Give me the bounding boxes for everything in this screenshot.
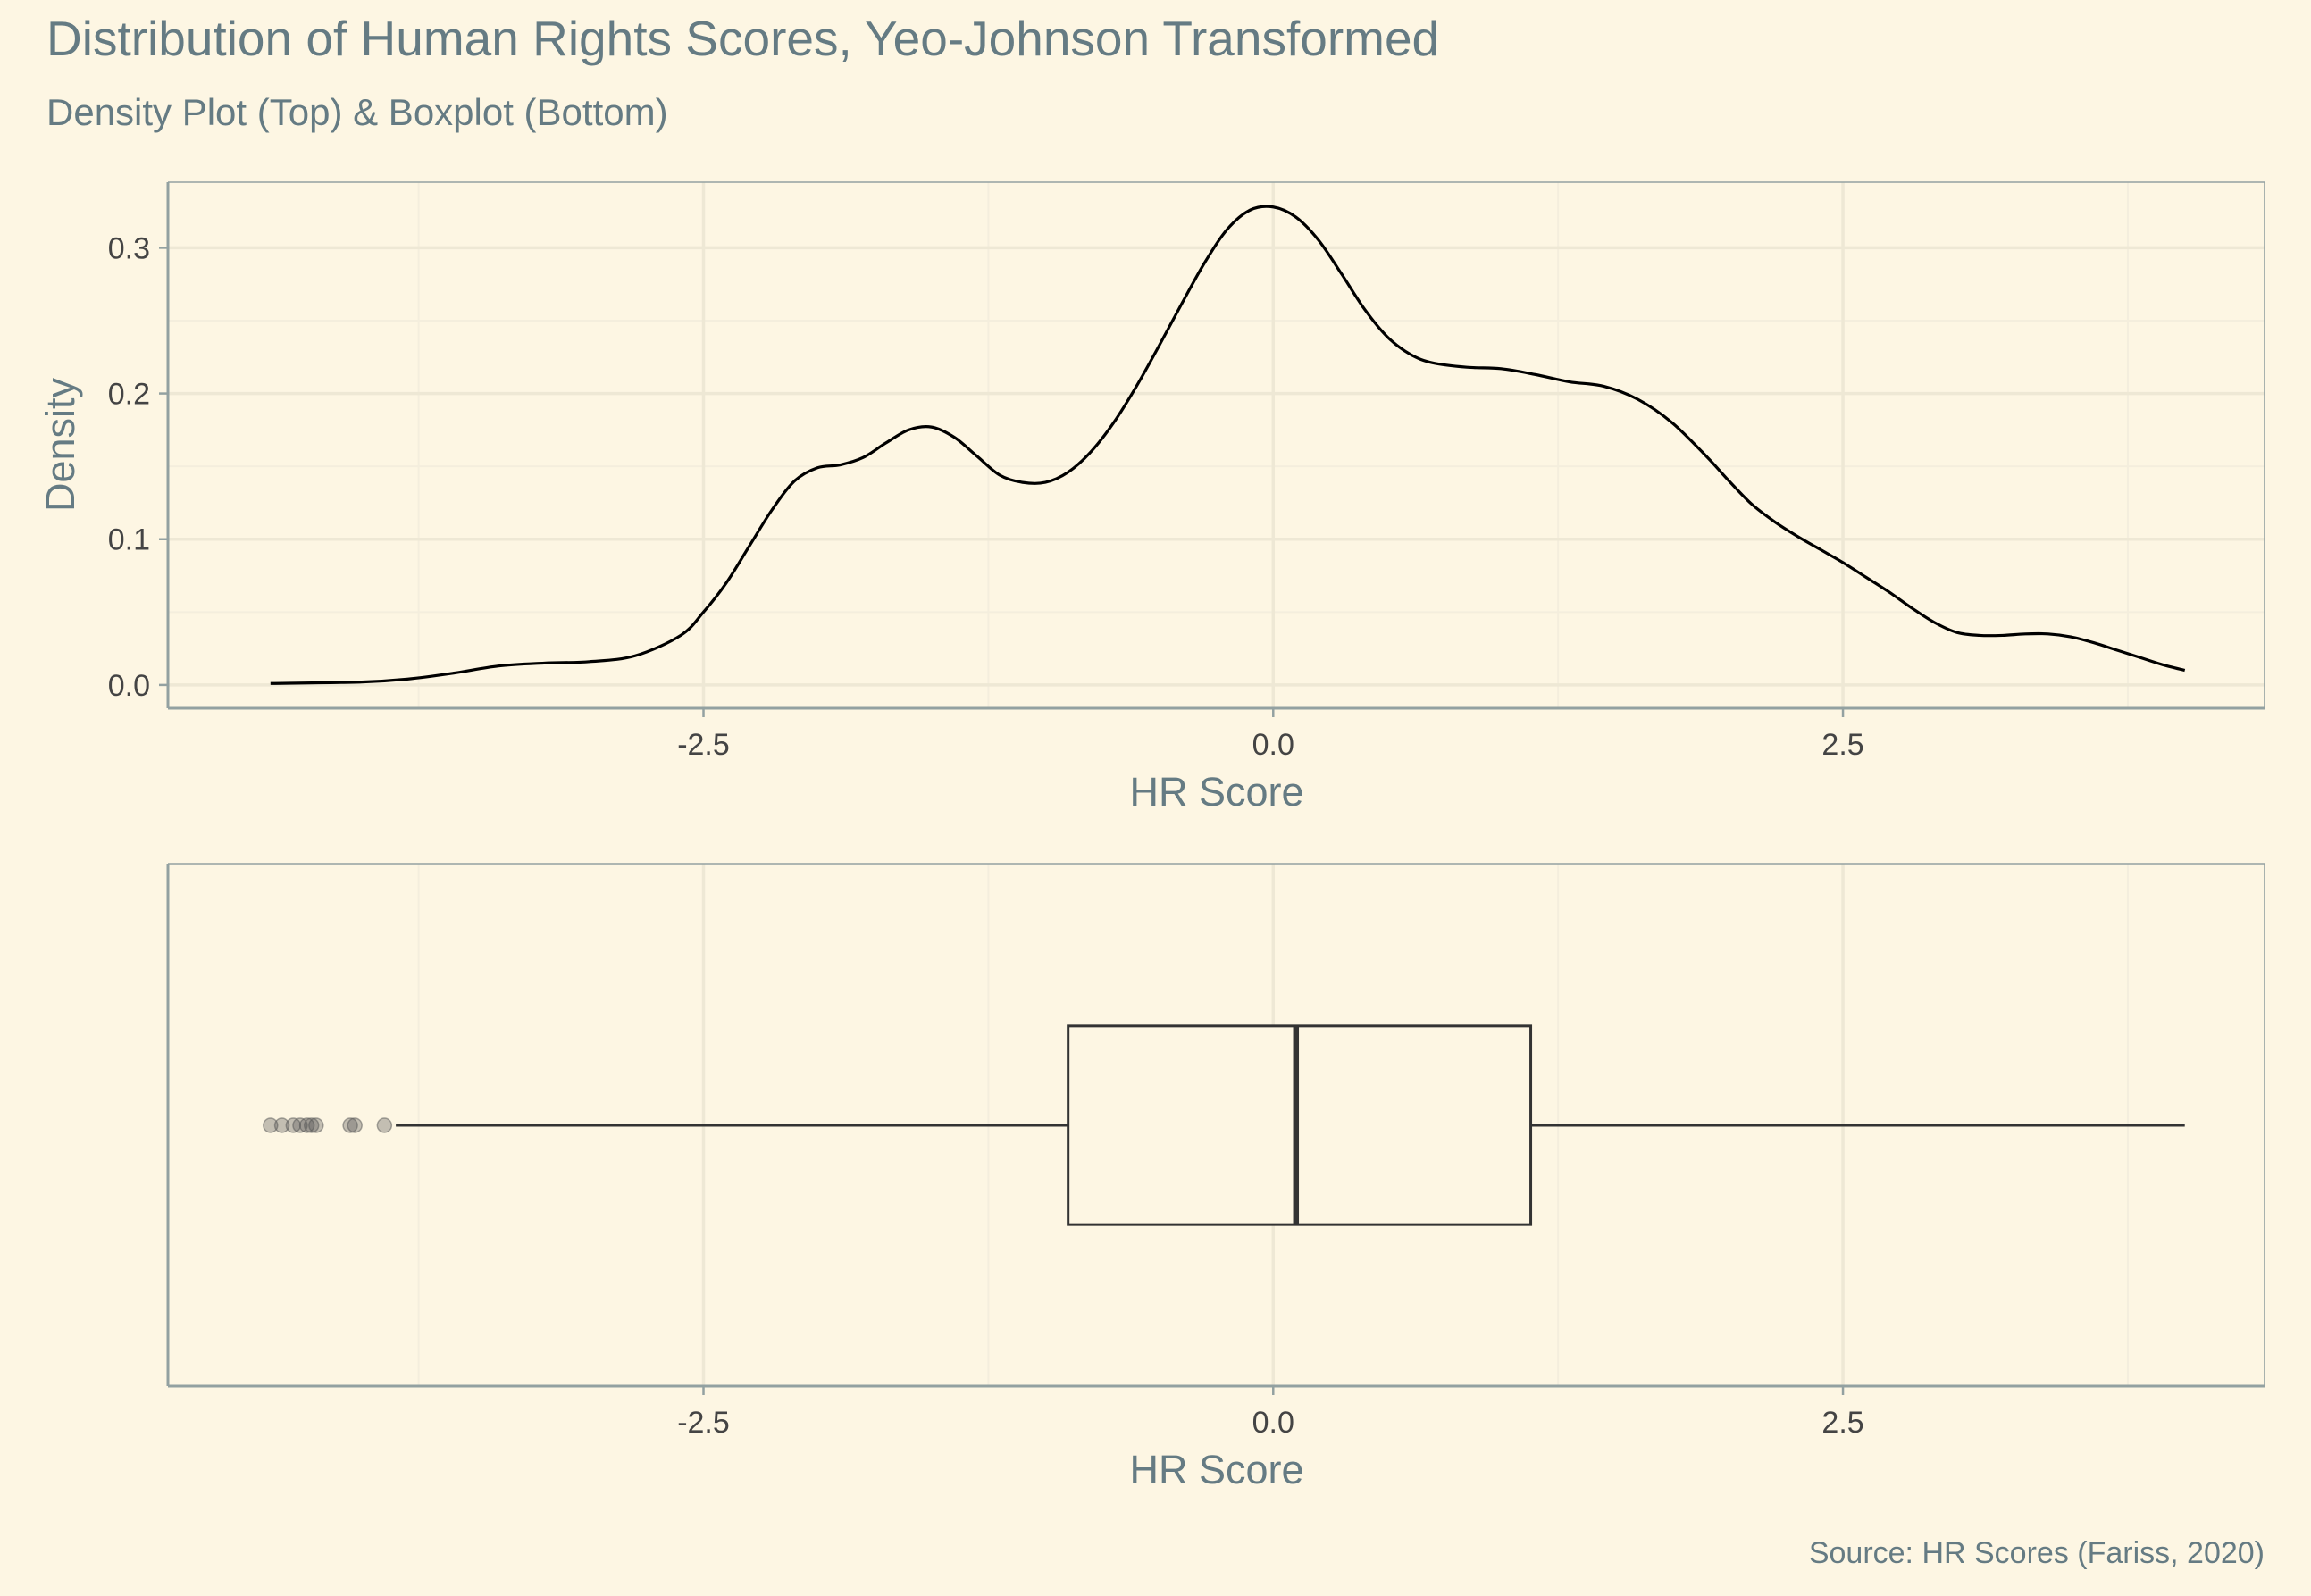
boxplot-ticks: -2.5 0.0 2.5 xyxy=(677,1386,1864,1440)
boxplot-outlier-point xyxy=(342,1117,358,1133)
boxplot-outliers xyxy=(263,1117,393,1133)
boxplot-outlier-point xyxy=(308,1117,324,1133)
boxplot-outlier-point xyxy=(347,1117,363,1133)
density-ticks: -2.5 0.0 2.5 0.0 0.1 0.2 0.3 xyxy=(108,231,1864,762)
density-x-tick-label: 0.0 xyxy=(1252,728,1294,762)
density-panel: -2.5 0.0 2.5 0.0 0.1 0.2 0.3 HR Score Density xyxy=(38,181,2265,815)
density-x-tick-label: -2.5 xyxy=(677,728,730,762)
boxplot-outlier-point xyxy=(303,1117,320,1133)
chart-caption: Source: HR Scores (Fariss, 2020) xyxy=(1809,1536,2265,1570)
density-y-axis-title: Density xyxy=(38,377,83,512)
density-y-tick-label: 0.2 xyxy=(108,378,150,412)
boxplot-outlier-point xyxy=(263,1117,279,1133)
chart-subtitle: Density Plot (Top) & Boxplot (Bottom) xyxy=(46,91,668,133)
density-curve xyxy=(270,205,2186,685)
density-gridlines xyxy=(168,182,2265,708)
boxplot-x-axis-title: HR Score xyxy=(1129,1447,1303,1492)
density-y-tick-label: 0.0 xyxy=(108,669,150,703)
chart-title: Distribution of Human Rights Scores, Yeo… xyxy=(46,11,1439,66)
boxplot-outlier-point xyxy=(273,1117,290,1133)
boxplot-outlier-point xyxy=(376,1117,393,1133)
boxplot-x-tick-label: 2.5 xyxy=(1821,1406,1863,1440)
boxplot-box xyxy=(1067,1024,1533,1226)
boxplot-x-tick-label: 0.0 xyxy=(1252,1406,1294,1440)
density-x-axis-title: HR Score xyxy=(1129,769,1303,815)
boxplot-panel: -2.5 0.0 2.5 HR Score xyxy=(166,863,2265,1492)
density-y-tick-label: 0.1 xyxy=(108,523,150,557)
density-y-tick-label: 0.3 xyxy=(108,231,150,265)
density-x-tick-label: 2.5 xyxy=(1821,728,1863,762)
boxplot-x-tick-label: -2.5 xyxy=(677,1406,730,1440)
